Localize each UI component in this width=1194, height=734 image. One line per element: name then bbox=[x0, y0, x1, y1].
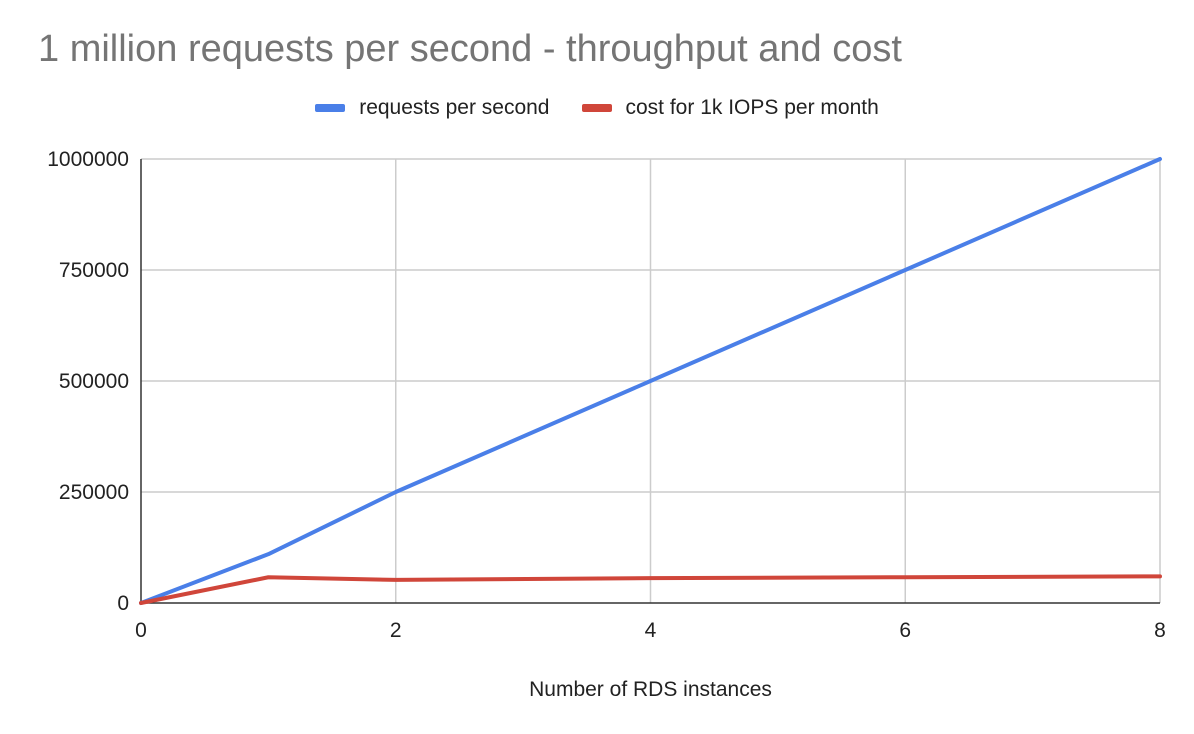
y-axis-ticks: 0 250000 500000 750000 1000000 bbox=[47, 148, 129, 615]
x-tick-label: 0 bbox=[135, 619, 147, 642]
y-tick-label: 500000 bbox=[59, 370, 129, 393]
x-axis-label: Number of RDS instances bbox=[529, 678, 772, 701]
x-tick-label: 2 bbox=[390, 619, 402, 642]
y-tick-label: 1000000 bbox=[47, 148, 129, 171]
series-line-requests bbox=[139, 157, 1162, 605]
x-tick-label: 6 bbox=[899, 619, 911, 642]
legend-item-requests: requests per second bbox=[315, 96, 550, 120]
x-tick-label: 4 bbox=[645, 619, 657, 642]
legend-label-requests: requests per second bbox=[359, 96, 550, 119]
y-tick-label: 0 bbox=[117, 592, 129, 615]
legend-label-cost: cost for 1k IOPS per month bbox=[625, 96, 879, 119]
y-tick-label: 250000 bbox=[59, 481, 129, 504]
chart-legend: requests per second cost for 1k IOPS per… bbox=[0, 96, 1194, 120]
x-axis-ticks: 0 2 4 6 8 bbox=[135, 619, 1166, 642]
legend-swatch-cost bbox=[581, 104, 612, 112]
y-tick-label: 750000 bbox=[59, 259, 129, 282]
series-line-cost bbox=[139, 574, 1162, 605]
chart-series bbox=[139, 157, 1162, 605]
chart-title: 1 million requests per second - throughp… bbox=[38, 28, 902, 70]
legend-swatch-requests bbox=[315, 104, 346, 112]
chart-axes bbox=[140, 159, 1160, 604]
legend-item-cost: cost for 1k IOPS per month bbox=[581, 96, 879, 120]
x-tick-label: 8 bbox=[1154, 619, 1166, 642]
